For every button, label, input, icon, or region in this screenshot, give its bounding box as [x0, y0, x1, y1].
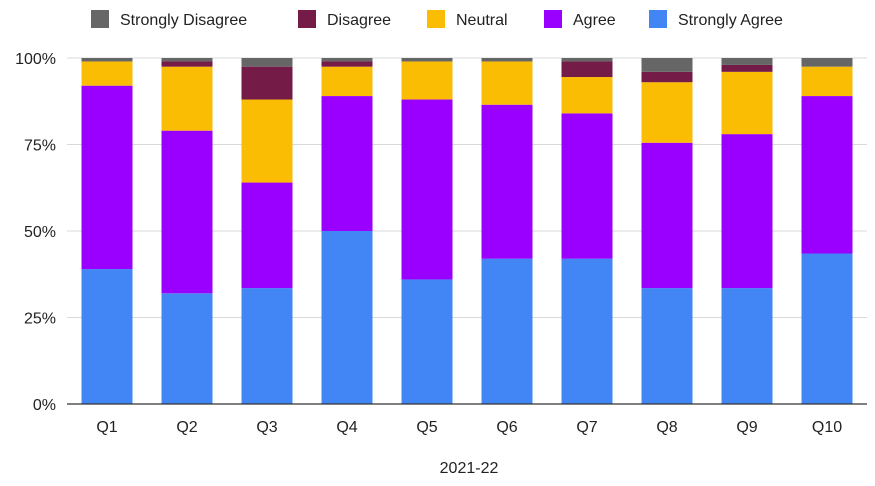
bar-segment-agree [642, 143, 693, 288]
bar-segment-neutral [562, 77, 613, 113]
bar-segment-strongly-agree [242, 288, 293, 404]
bar-segment-agree [802, 96, 853, 253]
bar-segment-strongly-agree [482, 259, 533, 404]
bar-segment-disagree [642, 72, 693, 82]
bar-segment-agree [242, 183, 293, 289]
x-tick-label: Q8 [656, 419, 677, 436]
legend-swatch [649, 10, 667, 28]
bar-segment-strongly-disagree [162, 58, 213, 61]
bar-segment-disagree [562, 61, 613, 77]
bar-segment-strongly-agree [82, 269, 133, 404]
legend: Strongly Disagree Disagree Neutral Agree Str… [91, 10, 783, 29]
bar-segment-agree [482, 105, 533, 259]
bar-segment-strongly-disagree [562, 58, 613, 61]
bar-segment-agree [322, 96, 373, 231]
bar-segment-strongly-agree [402, 279, 453, 404]
bar-segment-neutral [162, 67, 213, 131]
bar-segment-agree [162, 131, 213, 294]
bar-segment-neutral [802, 67, 853, 96]
bar-segment-neutral [642, 82, 693, 143]
bar-segment-neutral [482, 61, 533, 104]
bar-segment-strongly-disagree [242, 58, 293, 67]
legend-label: Agree [573, 12, 616, 29]
bar-segment-strongly-disagree [402, 58, 453, 61]
y-tick-label: 75% [24, 138, 56, 155]
x-tick-label: Q10 [812, 419, 842, 436]
legend-swatch [298, 10, 316, 28]
bar-segment-strongly-disagree [82, 58, 133, 61]
legend-swatch [544, 10, 562, 28]
bar-segment-disagree [322, 61, 373, 66]
bar-segment-disagree [242, 67, 293, 100]
bar-segment-strongly-agree [562, 259, 613, 404]
bar-segment-strongly-agree [802, 253, 853, 404]
legend-label: Neutral [456, 12, 508, 29]
legend-swatch [91, 10, 109, 28]
x-tick-label: Q4 [336, 419, 357, 436]
bar-segment-neutral [322, 67, 373, 96]
bar-segment-neutral [242, 100, 293, 183]
bar-segment-agree [562, 113, 613, 258]
legend-label: Disagree [327, 12, 391, 29]
bar-segment-neutral [402, 61, 453, 99]
legend-swatch [427, 10, 445, 28]
bar-segment-disagree [722, 65, 773, 72]
x-axis-title: 2021-22 [440, 460, 499, 477]
bar-segment-strongly-agree [322, 231, 373, 404]
bar-segment-neutral [722, 72, 773, 134]
y-tick-label: 25% [24, 311, 56, 328]
bar-segment-strongly-disagree [802, 58, 853, 67]
bar-segment-agree [82, 86, 133, 269]
bar-segment-strongly-agree [642, 288, 693, 404]
bar-segment-agree [402, 100, 453, 280]
y-tick-label: 0% [33, 397, 56, 414]
bar-segment-strongly-disagree [322, 58, 373, 61]
legend-label: Strongly Agree [678, 12, 783, 29]
x-tick-label: Q5 [416, 419, 437, 436]
x-tick-label: Q3 [256, 419, 277, 436]
x-tick-label: Q9 [736, 419, 757, 436]
y-tick-label: 100% [15, 51, 56, 68]
bar-segment-agree [722, 134, 773, 288]
legend-label: Strongly Disagree [120, 12, 247, 29]
bar-segment-strongly-disagree [482, 58, 533, 61]
bar-segment-disagree [162, 61, 213, 66]
x-tick-label: Q6 [496, 419, 517, 436]
x-tick-label: Q1 [96, 419, 117, 436]
y-tick-label: 50% [24, 224, 56, 241]
x-tick-label: Q2 [176, 419, 197, 436]
bar-segment-strongly-agree [722, 288, 773, 404]
bar-segment-strongly-disagree [722, 58, 773, 65]
bar-segment-strongly-disagree [642, 58, 693, 72]
x-tick-label: Q7 [576, 419, 597, 436]
bar-segment-strongly-agree [162, 293, 213, 404]
bar-segment-neutral [82, 61, 133, 85]
